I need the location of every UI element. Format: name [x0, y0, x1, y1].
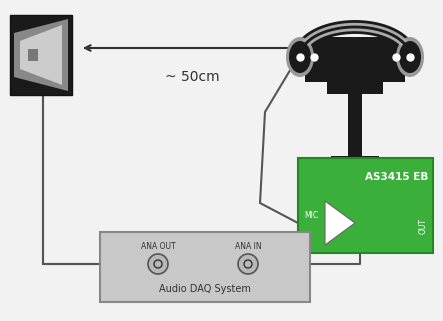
Polygon shape — [14, 19, 68, 91]
Circle shape — [238, 254, 258, 274]
FancyBboxPatch shape — [327, 80, 383, 94]
FancyBboxPatch shape — [28, 49, 38, 61]
Text: ANA IN: ANA IN — [235, 242, 261, 251]
Text: MIC: MIC — [304, 211, 318, 220]
FancyBboxPatch shape — [348, 94, 362, 156]
Text: AS3415 EB: AS3415 EB — [365, 172, 428, 182]
Ellipse shape — [396, 37, 424, 77]
Ellipse shape — [286, 37, 314, 77]
Text: Audio DAQ System: Audio DAQ System — [159, 284, 251, 294]
FancyBboxPatch shape — [331, 156, 379, 170]
Ellipse shape — [289, 41, 311, 73]
FancyBboxPatch shape — [100, 232, 310, 302]
Polygon shape — [325, 201, 355, 245]
Text: ~ 50cm: ~ 50cm — [165, 70, 220, 84]
Circle shape — [148, 254, 168, 274]
FancyBboxPatch shape — [10, 15, 72, 95]
Ellipse shape — [399, 41, 421, 73]
Text: OUT: OUT — [419, 218, 427, 234]
FancyBboxPatch shape — [305, 37, 405, 82]
FancyBboxPatch shape — [298, 158, 433, 253]
Text: ANA OUT: ANA OUT — [141, 242, 175, 251]
Polygon shape — [20, 25, 62, 85]
